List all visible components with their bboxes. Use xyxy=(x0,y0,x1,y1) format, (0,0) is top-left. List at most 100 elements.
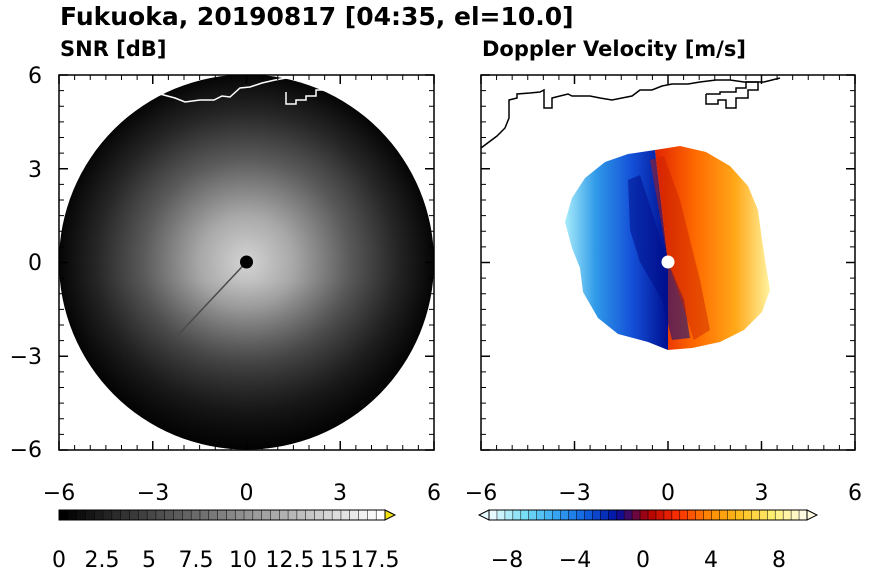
doppler-colorbar-cell xyxy=(687,510,696,520)
snr-colorbar-cell xyxy=(85,510,95,520)
doppler-near-zero-positive xyxy=(650,156,710,340)
snr-radial-artifact xyxy=(177,261,248,336)
snr-coastline xyxy=(159,76,331,103)
snr-colorbar-cell xyxy=(76,510,86,520)
doppler-colorbar-cell xyxy=(489,510,498,520)
doppler-colorbar-cell xyxy=(496,510,506,520)
doppler-colorbar-cell xyxy=(528,510,537,520)
snr-colorbar-cell xyxy=(59,510,69,520)
snr-colorbar-cell xyxy=(340,510,351,520)
doppler-island-outline xyxy=(705,81,759,109)
snr-ytick-label: 3 xyxy=(28,158,42,183)
snr-colorbar-cell xyxy=(191,510,201,520)
snr-colorbar-cell xyxy=(103,510,113,520)
doppler-colorbar-cell xyxy=(648,510,657,520)
doppler-colorbar-cell xyxy=(751,510,760,520)
snr-colorbar-cell xyxy=(314,510,324,520)
doppler-colorbar-label: 0 xyxy=(636,548,650,570)
snr-colorbar-cell xyxy=(182,510,192,520)
doppler-colorbar-label: 4 xyxy=(704,548,718,570)
doppler-panel-title: Doppler Velocity [m/s] xyxy=(482,37,746,61)
snr-colorbar-cell xyxy=(349,510,359,520)
doppler-colorbar-label: 8 xyxy=(772,548,786,570)
snr-colorbar-cell xyxy=(199,510,210,520)
snr-xtick-label: 6 xyxy=(427,481,441,506)
snr-colorbar-cell xyxy=(111,510,121,520)
doppler-zero-crossing-shading xyxy=(628,175,690,340)
snr-colorbar-extend-arrow xyxy=(384,509,397,521)
doppler-colorbar-cell xyxy=(544,510,553,520)
doppler-ticks xyxy=(480,74,856,451)
doppler-xtick-label: 6 xyxy=(848,481,862,506)
doppler-colorbar-cell xyxy=(640,510,649,520)
doppler-colorbar-cell xyxy=(512,510,522,520)
snr-colorbar-label: 5 xyxy=(142,548,156,570)
doppler-colorbar-cell xyxy=(767,510,776,520)
doppler-colorbar-cell xyxy=(671,510,681,520)
snr-colorbar-cell xyxy=(252,510,262,520)
snr-ytick-label: −6 xyxy=(10,438,42,463)
snr-colorbar-cell xyxy=(164,510,174,520)
snr-colorbar-cell xyxy=(138,510,148,520)
doppler-colorbar-cell xyxy=(576,510,585,520)
doppler-colorbar-cell xyxy=(727,510,736,520)
snr-colorbar-cell xyxy=(129,510,139,520)
doppler-colorbar-cell xyxy=(783,510,792,520)
doppler-coastline xyxy=(481,77,781,149)
snr-panel: SNR [dB] 6 3 0 −3 −6 −6 −3 0 3 6 0 2.5 5… xyxy=(10,37,441,570)
snr-colorbar-cell xyxy=(376,510,386,520)
snr-colorbar-cell xyxy=(323,510,333,520)
snr-radar-site-marker xyxy=(240,255,253,269)
snr-colorbar-cell xyxy=(147,510,157,520)
snr-colorbar-cell xyxy=(367,510,377,520)
snr-colorbar-cell xyxy=(226,510,236,520)
snr-ytick-label: −3 xyxy=(10,345,42,370)
doppler-colorbar-cell xyxy=(791,510,800,520)
snr-colorbar-label: 12.5 xyxy=(266,548,315,570)
snr-island-outline xyxy=(285,85,327,105)
snr-colorbar-cell xyxy=(244,510,254,520)
snr-colorbar-label: 10 xyxy=(229,548,257,570)
doppler-colorbar-cell xyxy=(504,510,514,520)
doppler-colorbar-cell xyxy=(624,510,633,520)
doppler-colorbar-cell xyxy=(608,510,617,520)
doppler-xtick-label: −6 xyxy=(465,481,497,506)
doppler-colorbar-extend-arrow-min xyxy=(477,509,490,521)
doppler-colorbar-cell xyxy=(600,510,609,520)
snr-colorbar-cell xyxy=(173,510,183,520)
doppler-colorbar-cell xyxy=(719,510,728,520)
doppler-colorbar-cell xyxy=(695,510,704,520)
snr-colorbar-label: 7.5 xyxy=(179,548,214,570)
doppler-colorbar-cell xyxy=(703,510,712,520)
snr-colorbar-label: 0 xyxy=(52,548,66,570)
snr-xtick-label: 0 xyxy=(240,481,254,506)
doppler-colorbar-cell xyxy=(759,510,768,520)
snr-colorbar-cell xyxy=(235,510,245,520)
doppler-colorbar-cell xyxy=(743,510,752,520)
doppler-colorbar-cell xyxy=(711,510,720,520)
doppler-colorbar-extend-arrow-max xyxy=(806,509,819,521)
doppler-xtick-label: 0 xyxy=(661,481,675,506)
snr-colorbar-cell xyxy=(332,510,342,520)
doppler-colorbar-cell xyxy=(520,510,530,520)
snr-ticks xyxy=(58,74,435,451)
doppler-xtick-label: −3 xyxy=(558,481,590,506)
doppler-panel: Doppler Velocity [m/s] −6 −3 0 3 6 −8 −4… xyxy=(465,37,862,570)
snr-xtick-label: −6 xyxy=(43,481,75,506)
doppler-radar-site-marker xyxy=(661,255,675,269)
doppler-positive-region xyxy=(655,146,770,350)
figure-title: Fukuoka, 20190817 [04:35, el=10.0] xyxy=(60,2,574,31)
snr-ytick-label: 6 xyxy=(28,64,42,89)
snr-colorbar-cell xyxy=(208,510,218,520)
doppler-colorbar-label: −4 xyxy=(559,548,591,570)
snr-colorbar-label: 2.5 xyxy=(85,548,120,570)
snr-panel-title: SNR [dB] xyxy=(60,37,166,61)
doppler-colorbar-cell xyxy=(560,510,569,520)
doppler-colorbar-cell xyxy=(655,510,665,520)
snr-colorbar-cell xyxy=(120,510,130,520)
snr-colorbar-label: 17.5 xyxy=(351,548,400,570)
doppler-xtick-label: 3 xyxy=(755,481,769,506)
doppler-colorbar-cell xyxy=(592,510,601,520)
doppler-colorbar-cell xyxy=(799,510,808,520)
